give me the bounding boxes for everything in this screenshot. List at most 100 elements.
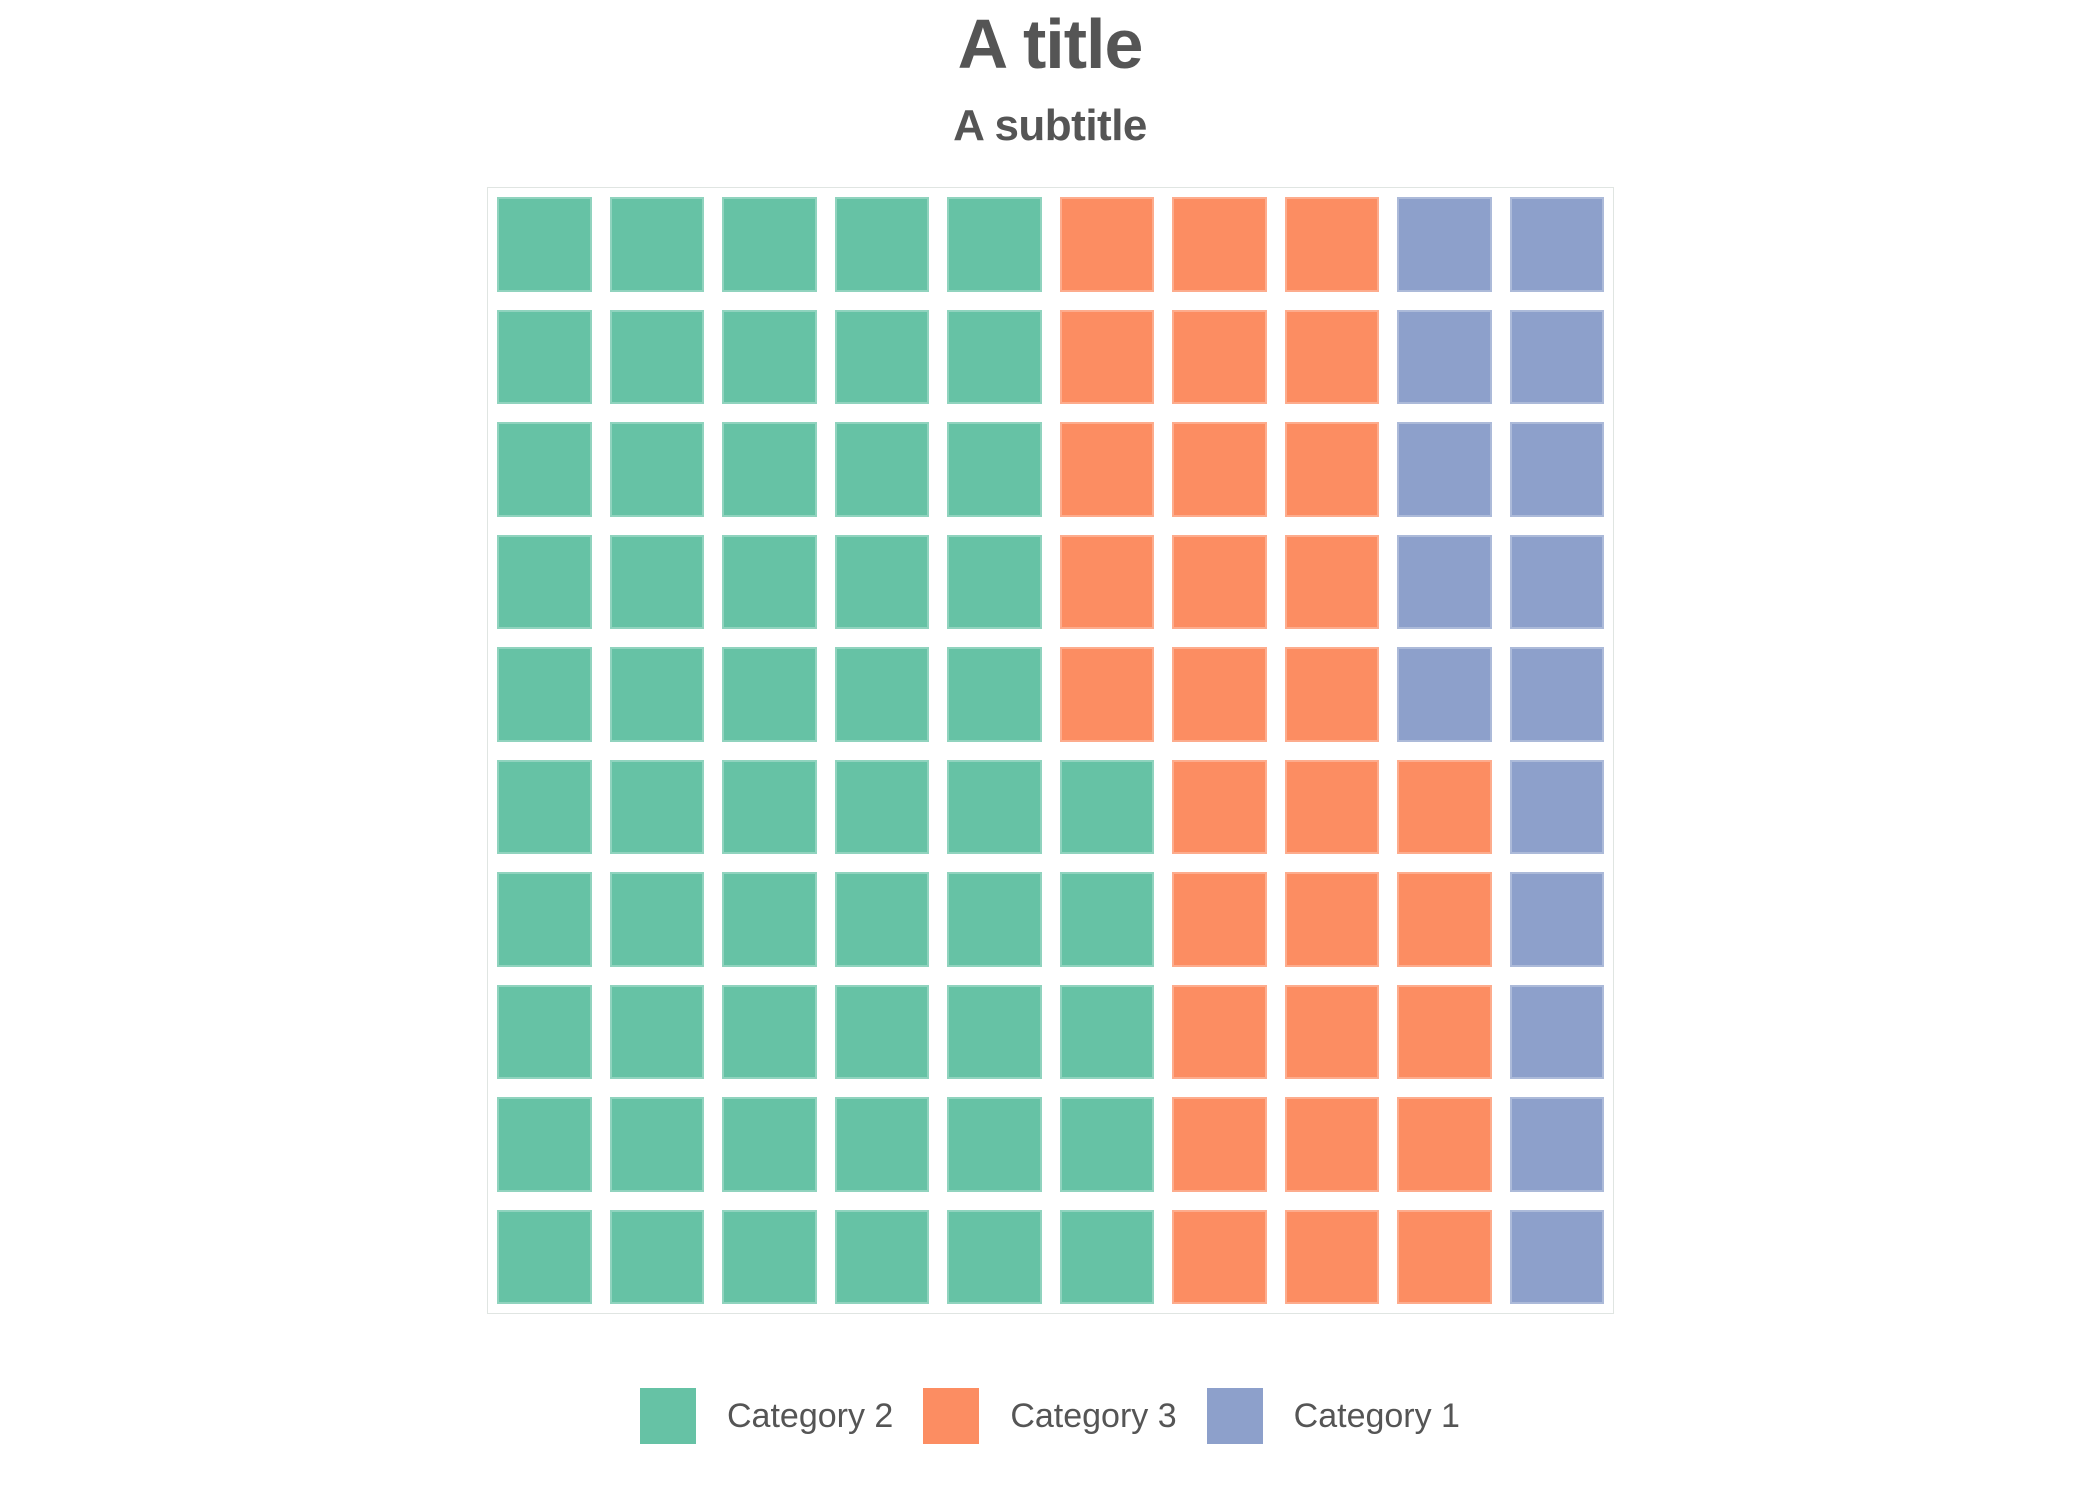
waffle-cell-c3 xyxy=(1284,872,1379,967)
waffle-cell-c2 xyxy=(722,197,817,292)
chart-header: A title A subtitle xyxy=(0,5,2100,150)
chart-subtitle: A subtitle xyxy=(953,100,1147,150)
waffle-cell-c3 xyxy=(1172,984,1267,1079)
waffle-cell-c2 xyxy=(497,984,592,1079)
waffle-cell-c2 xyxy=(947,759,1042,854)
waffle-cell-c3 xyxy=(1059,647,1154,742)
waffle-cell-c1 xyxy=(1509,197,1604,292)
waffle-cell-c2 xyxy=(497,759,592,854)
waffle-cell-c3 xyxy=(1172,647,1267,742)
waffle-cell-c2 xyxy=(1059,759,1154,854)
waffle-cell-c3 xyxy=(1172,197,1267,292)
waffle-cell-c2 xyxy=(947,1097,1042,1192)
waffle-cell-c2 xyxy=(947,309,1042,404)
waffle-cell-c3 xyxy=(1284,309,1379,404)
waffle-cell-c1 xyxy=(1509,534,1604,629)
legend-label: Category 3 xyxy=(1010,1397,1177,1435)
waffle-cell-c2 xyxy=(609,422,704,517)
legend-swatch-c3 xyxy=(923,1388,980,1444)
waffle-cell-c2 xyxy=(947,197,1042,292)
waffle-cell-c2 xyxy=(1059,1209,1154,1304)
waffle-cell-c2 xyxy=(722,984,817,1079)
waffle-cell-c3 xyxy=(1284,1209,1379,1304)
waffle-cell-c1 xyxy=(1397,647,1492,742)
waffle-cell-c3 xyxy=(1172,1209,1267,1304)
waffle-cell-c3 xyxy=(1284,422,1379,517)
waffle-cell-c2 xyxy=(497,1097,592,1192)
waffle-cell-c1 xyxy=(1397,309,1492,404)
waffle-cell-c2 xyxy=(609,647,704,742)
waffle-cell-c1 xyxy=(1509,984,1604,1079)
waffle-cell-c2 xyxy=(497,1209,592,1304)
waffle-cell-c1 xyxy=(1509,309,1604,404)
waffle-cell-c3 xyxy=(1059,422,1154,517)
waffle-cell-c2 xyxy=(834,1097,929,1192)
legend: Category 2 Category 3 Category 1 xyxy=(0,1388,2100,1444)
waffle-cell-c2 xyxy=(834,197,929,292)
waffle-cell-c2 xyxy=(947,422,1042,517)
waffle-cell-c3 xyxy=(1397,1209,1492,1304)
legend-item-c1: Category 1 xyxy=(1206,1388,1460,1444)
waffle-cell-c2 xyxy=(834,872,929,967)
waffle-cell-c2 xyxy=(1059,1097,1154,1192)
waffle-cell-c2 xyxy=(834,309,929,404)
legend-swatch-c1 xyxy=(1206,1388,1263,1444)
waffle-cell-c3 xyxy=(1397,984,1492,1079)
legend-label: Category 1 xyxy=(1293,1397,1460,1435)
waffle-cell-c3 xyxy=(1172,309,1267,404)
waffle-cell-c1 xyxy=(1509,872,1604,967)
waffle-cell-c3 xyxy=(1059,309,1154,404)
waffle-cell-c2 xyxy=(722,872,817,967)
legend-item-c3: Category 3 xyxy=(923,1388,1177,1444)
waffle-cell-c2 xyxy=(609,309,704,404)
waffle-cell-c2 xyxy=(497,197,592,292)
legend-label: Category 2 xyxy=(727,1397,894,1435)
waffle-cell-c2 xyxy=(834,984,929,1079)
waffle-cell-c2 xyxy=(497,309,592,404)
waffle-cell-c3 xyxy=(1284,197,1379,292)
waffle-cell-c2 xyxy=(834,1209,929,1304)
waffle-cell-c3 xyxy=(1172,872,1267,967)
chart-title: A title xyxy=(957,5,1144,83)
waffle-cell-c2 xyxy=(722,759,817,854)
waffle-cell-c2 xyxy=(722,309,817,404)
waffle-cell-c2 xyxy=(497,422,592,517)
waffle-cell-c2 xyxy=(722,422,817,517)
waffle-cell-c3 xyxy=(1284,984,1379,1079)
waffle-cell-c2 xyxy=(834,422,929,517)
waffle-cell-c3 xyxy=(1059,197,1154,292)
waffle-cell-c3 xyxy=(1284,759,1379,854)
waffle-cell-c2 xyxy=(1059,984,1154,1079)
legend-swatch-c2 xyxy=(640,1388,696,1444)
waffle-cell-c2 xyxy=(497,534,592,629)
waffle-cell-c2 xyxy=(609,872,704,967)
waffle-cell-c3 xyxy=(1284,1097,1379,1192)
waffle-cell-c2 xyxy=(947,647,1042,742)
waffle-cell-c2 xyxy=(497,647,592,742)
waffle-cell-c3 xyxy=(1284,647,1379,742)
waffle-cell-c2 xyxy=(1059,872,1154,967)
waffle-cell-c3 xyxy=(1284,534,1379,629)
waffle-cell-c2 xyxy=(947,534,1042,629)
waffle-cell-c1 xyxy=(1509,647,1604,742)
waffle-cell-c2 xyxy=(722,647,817,742)
waffle-grid xyxy=(497,197,1604,1304)
waffle-cell-c2 xyxy=(722,1209,817,1304)
waffle-cell-c2 xyxy=(834,759,929,854)
waffle-cell-c2 xyxy=(834,534,929,629)
waffle-cell-c2 xyxy=(609,1097,704,1192)
waffle-cell-c2 xyxy=(609,197,704,292)
waffle-cell-c1 xyxy=(1509,759,1604,854)
waffle-cell-c2 xyxy=(947,872,1042,967)
waffle-cell-c2 xyxy=(834,647,929,742)
waffle-cell-c3 xyxy=(1059,534,1154,629)
waffle-cell-c1 xyxy=(1397,534,1492,629)
waffle-cell-c3 xyxy=(1172,1097,1267,1192)
waffle-cell-c3 xyxy=(1172,422,1267,517)
waffle-cell-c2 xyxy=(609,534,704,629)
waffle-cell-c2 xyxy=(722,534,817,629)
waffle-cell-c1 xyxy=(1509,422,1604,517)
waffle-cell-c2 xyxy=(609,1209,704,1304)
waffle-cell-c1 xyxy=(1397,422,1492,517)
waffle-cell-c1 xyxy=(1509,1209,1604,1304)
